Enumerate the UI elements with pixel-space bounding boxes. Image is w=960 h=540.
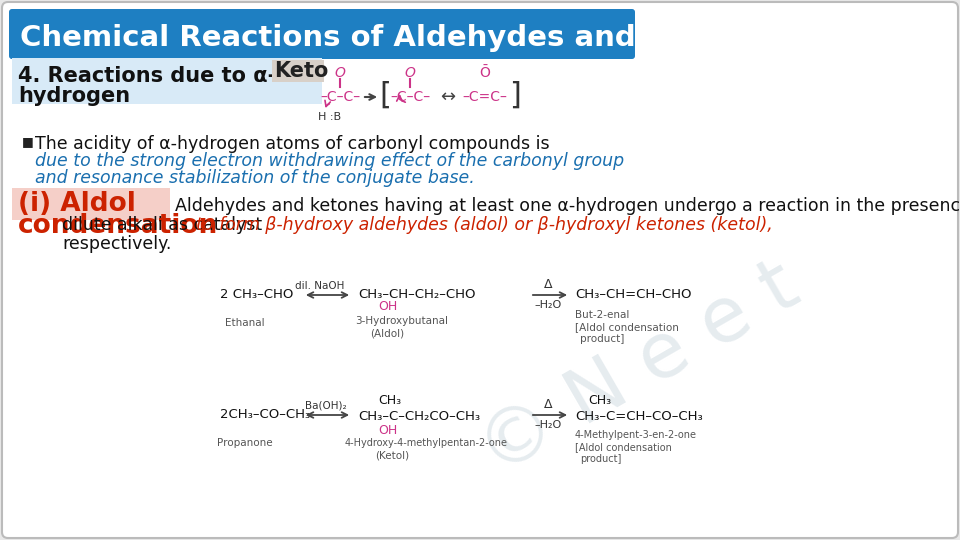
Text: Chemical Reactions of Aldehydes and: Chemical Reactions of Aldehydes and: [20, 24, 636, 52]
Text: [Aldol condensation: [Aldol condensation: [575, 442, 672, 452]
FancyBboxPatch shape: [12, 188, 170, 220]
Text: 2 CH₃–CHO: 2 CH₃–CHO: [220, 288, 294, 301]
Text: –H₂O: –H₂O: [535, 420, 562, 430]
Text: ]: ]: [509, 80, 521, 110]
Text: product]: product]: [580, 334, 624, 344]
FancyBboxPatch shape: [9, 9, 635, 59]
Text: (Ketol): (Ketol): [375, 450, 409, 460]
Text: Ō: Ō: [480, 66, 491, 80]
Text: H :B: H :B: [319, 112, 342, 122]
Text: ■: ■: [22, 135, 34, 148]
Text: © N e e t: © N e e t: [468, 249, 812, 491]
Text: OH: OH: [378, 423, 397, 436]
Text: Δ: Δ: [543, 399, 552, 411]
Text: But-2-enal: But-2-enal: [575, 310, 630, 320]
Text: Ba(OH)₂: Ba(OH)₂: [305, 401, 347, 411]
FancyBboxPatch shape: [272, 60, 324, 82]
Text: CH₃: CH₃: [378, 395, 401, 408]
Text: O: O: [404, 66, 416, 80]
Text: hydrogen: hydrogen: [18, 86, 131, 106]
Text: CH₃–CH=CH–CHO: CH₃–CH=CH–CHO: [575, 288, 691, 301]
Text: dil. NaOH: dil. NaOH: [296, 281, 345, 291]
Text: CH₃–CH–CH₂–CHO: CH₃–CH–CH₂–CHO: [358, 288, 475, 301]
Text: due to the strong electron withdrawing effect of the carbonyl group: due to the strong electron withdrawing e…: [35, 152, 624, 170]
Text: respectively.: respectively.: [62, 235, 172, 253]
Text: [Aldol condensation: [Aldol condensation: [575, 322, 679, 332]
Text: ↔: ↔: [441, 88, 456, 106]
Text: condensation: condensation: [18, 213, 218, 239]
Text: [: [: [379, 80, 391, 110]
Text: 4-Hydroxy-4-methylpentan-2-one: 4-Hydroxy-4-methylpentan-2-one: [345, 438, 508, 448]
Text: Keto: Keto: [274, 61, 328, 81]
Text: and resonance stabilization of the conjugate base.: and resonance stabilization of the conju…: [35, 169, 475, 187]
Text: The acidity of α-hydrogen atoms of carbonyl compounds is: The acidity of α-hydrogen atoms of carbo…: [35, 135, 555, 153]
Text: product]: product]: [580, 454, 621, 464]
Text: –C–C–: –C–C–: [320, 90, 360, 104]
Text: 2CH₃–CO–CH₃: 2CH₃–CO–CH₃: [220, 408, 310, 422]
Text: CH₃: CH₃: [588, 395, 612, 408]
Text: (i) Aldol: (i) Aldol: [18, 191, 136, 217]
Text: Ethanal: Ethanal: [226, 318, 265, 328]
Text: dilute alkali as catalyst: dilute alkali as catalyst: [62, 216, 268, 234]
Text: CH₃–C–CH₂CO–CH₃: CH₃–C–CH₂CO–CH₃: [358, 410, 480, 423]
Text: 4-Methylpent-3-en-2-one: 4-Methylpent-3-en-2-one: [575, 430, 697, 440]
Text: 4. Reactions due to α-: 4. Reactions due to α-: [18, 66, 276, 86]
Text: OH: OH: [378, 300, 397, 314]
Text: O: O: [335, 66, 346, 80]
FancyBboxPatch shape: [12, 58, 322, 104]
Text: 3-Hydroxybutanal: 3-Hydroxybutanal: [355, 316, 448, 326]
Text: Δ: Δ: [543, 279, 552, 292]
Text: –C–C–: –C–C–: [390, 90, 430, 104]
Text: CH₃–C=CH–CO–CH₃: CH₃–C=CH–CO–CH₃: [575, 410, 703, 423]
Text: Aldehydes and ketones having at least one α-hydrogen undergo a reaction in the p: Aldehydes and ketones having at least on…: [175, 197, 960, 215]
Text: Propanone: Propanone: [217, 438, 273, 448]
Text: –C=C–: –C=C–: [463, 90, 508, 104]
Text: to form β-hydroxy aldehydes (aldol) or β-hydroxyl ketones (ketol),: to form β-hydroxy aldehydes (aldol) or β…: [196, 216, 773, 234]
Text: (Aldol): (Aldol): [370, 328, 404, 338]
Text: –H₂O: –H₂O: [535, 300, 562, 310]
